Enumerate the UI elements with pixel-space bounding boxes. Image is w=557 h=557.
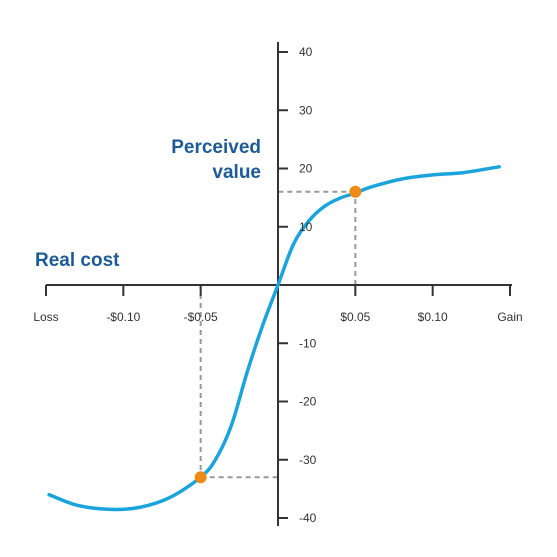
x-tick-label: Gain [497, 310, 522, 324]
y-tick-label: -30 [299, 453, 317, 467]
highlight-point [349, 185, 362, 198]
y-tick-label: 30 [299, 103, 313, 117]
x-tick-label: -$0.10 [106, 310, 140, 324]
y-tick-label: -40 [299, 511, 317, 525]
guide-lines [199, 190, 357, 479]
y-tick-label: 10 [299, 220, 313, 234]
tick-labels: Loss -$0.10 -$0.05 $0.05 $0.10 Gain 40 30 20 10 -1… [33, 45, 522, 525]
axis-titles: Real cost Perceived value [35, 137, 261, 271]
y-tick-label: -20 [299, 395, 317, 409]
y-tick-label: 40 [299, 45, 313, 59]
curve-group [47, 165, 501, 512]
highlight-points [194, 185, 362, 484]
x-tick-label: $0.05 [340, 310, 370, 324]
y-axis-title-line: Perceived [171, 137, 261, 158]
y-tick-label: -10 [299, 336, 317, 350]
x-tick-label: -$0.05 [184, 310, 218, 324]
highlight-point [194, 471, 207, 484]
x-tick-label: $0.10 [418, 310, 448, 324]
y-axis-title-line: value [212, 162, 261, 183]
value-curve [47, 165, 501, 512]
x-tick-label: Loss [33, 310, 58, 324]
x-axis-title: Real cost [35, 250, 120, 271]
y-tick-label: 20 [299, 162, 313, 176]
